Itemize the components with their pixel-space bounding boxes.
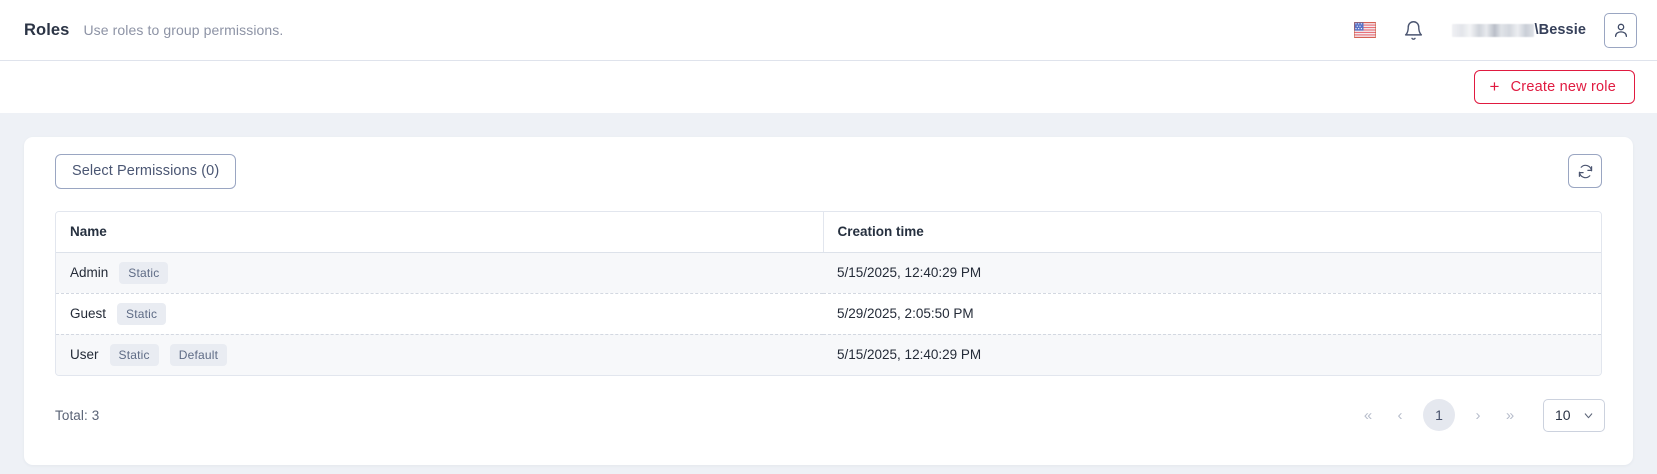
page-size-value: 10 [1555, 407, 1571, 423]
role-name-cell: Admin Static [70, 261, 823, 284]
cell-creation-time: 5/15/2025, 12:40:29 PM [823, 334, 1601, 375]
create-new-role-button[interactable]: + Create new role [1473, 70, 1635, 104]
role-tag: Default [169, 343, 228, 366]
pagination-last-button[interactable]: » [1494, 399, 1526, 431]
role-tag: Static [119, 261, 169, 284]
header-actions: \Bessie [1353, 12, 1657, 48]
avatar-button[interactable] [1604, 12, 1637, 48]
chevron-down-icon [1582, 409, 1595, 422]
role-name: Guest [70, 306, 107, 321]
card-toolbar: Select Permissions (0) [24, 137, 1633, 205]
column-header-creation-time: Creation time [823, 212, 1601, 253]
table-header: Name Creation time [56, 212, 1601, 253]
user-name[interactable]: \Bessie [1451, 22, 1587, 38]
refresh-icon [1578, 164, 1592, 178]
total-count: Total: 3 [55, 407, 100, 423]
cell-name: Guest Static [56, 293, 823, 335]
roles-card: Select Permissions (0) Name Creation tim… [24, 137, 1633, 465]
action-bar: + Create new role [0, 61, 1657, 113]
pagination-prev-button[interactable]: ‹ [1384, 399, 1416, 431]
redacted-domain [1451, 23, 1534, 37]
pagination-page-1[interactable]: 1 [1423, 399, 1455, 431]
roles-table-wrapper: Name Creation time Admin Static 5/15/202… [55, 211, 1602, 376]
page-title: Roles [24, 20, 70, 39]
table-header-row: Name Creation time [56, 212, 1601, 253]
column-header-name: Name [56, 212, 824, 253]
plus-icon: + [1489, 76, 1500, 96]
cell-creation-time: 5/15/2025, 12:40:29 PM [823, 252, 1601, 294]
page-header-text: Roles Use roles to group permissions. [0, 21, 283, 40]
role-name: User [70, 347, 99, 363]
create-new-role-label: Create new role [1510, 79, 1616, 95]
roles-table: Name Creation time Admin Static 5/15/202… [56, 212, 1601, 375]
pagination-first-button[interactable]: « [1352, 399, 1384, 431]
role-tag: Static [117, 302, 167, 325]
role-name-cell: User Static Default [70, 343, 823, 366]
table-body: Admin Static 5/15/2025, 12:40:29 PM Gues… [56, 252, 1601, 375]
cell-creation-time: 5/29/2025, 2:05:50 PM [823, 293, 1601, 335]
table-row[interactable]: Admin Static 5/15/2025, 12:40:29 PM [56, 252, 1601, 294]
table-row[interactable]: Guest Static 5/29/2025, 2:05:50 PM [56, 293, 1601, 335]
page-subtitle: Use roles to group permissions. [83, 21, 284, 38]
pagination-next-button[interactable]: › [1462, 399, 1494, 431]
role-tag: Static [109, 343, 159, 366]
role-name: Admin [70, 265, 109, 280]
select-permissions-button[interactable]: Select Permissions (0) [55, 153, 237, 189]
table-footer: Total: 3 « ‹ 1 › » 10 [24, 387, 1633, 443]
user-icon [1614, 23, 1627, 38]
bell-icon[interactable] [1402, 18, 1426, 42]
user-name-label: \Bessie [1534, 22, 1586, 38]
cell-name: User Static Default [56, 334, 823, 375]
pagination: « ‹ 1 › » 10 [1352, 398, 1605, 432]
role-name-cell: Guest Static [70, 302, 823, 325]
table-row[interactable]: User Static Default 5/15/2025, 12:40:29 … [56, 334, 1601, 375]
page-size-select[interactable]: 10 [1543, 398, 1605, 432]
refresh-button[interactable] [1568, 154, 1602, 188]
cell-name: Admin Static [56, 252, 823, 294]
page-header: Roles Use roles to group permissions. [0, 0, 1657, 61]
us-flag-icon[interactable] [1353, 22, 1376, 38]
